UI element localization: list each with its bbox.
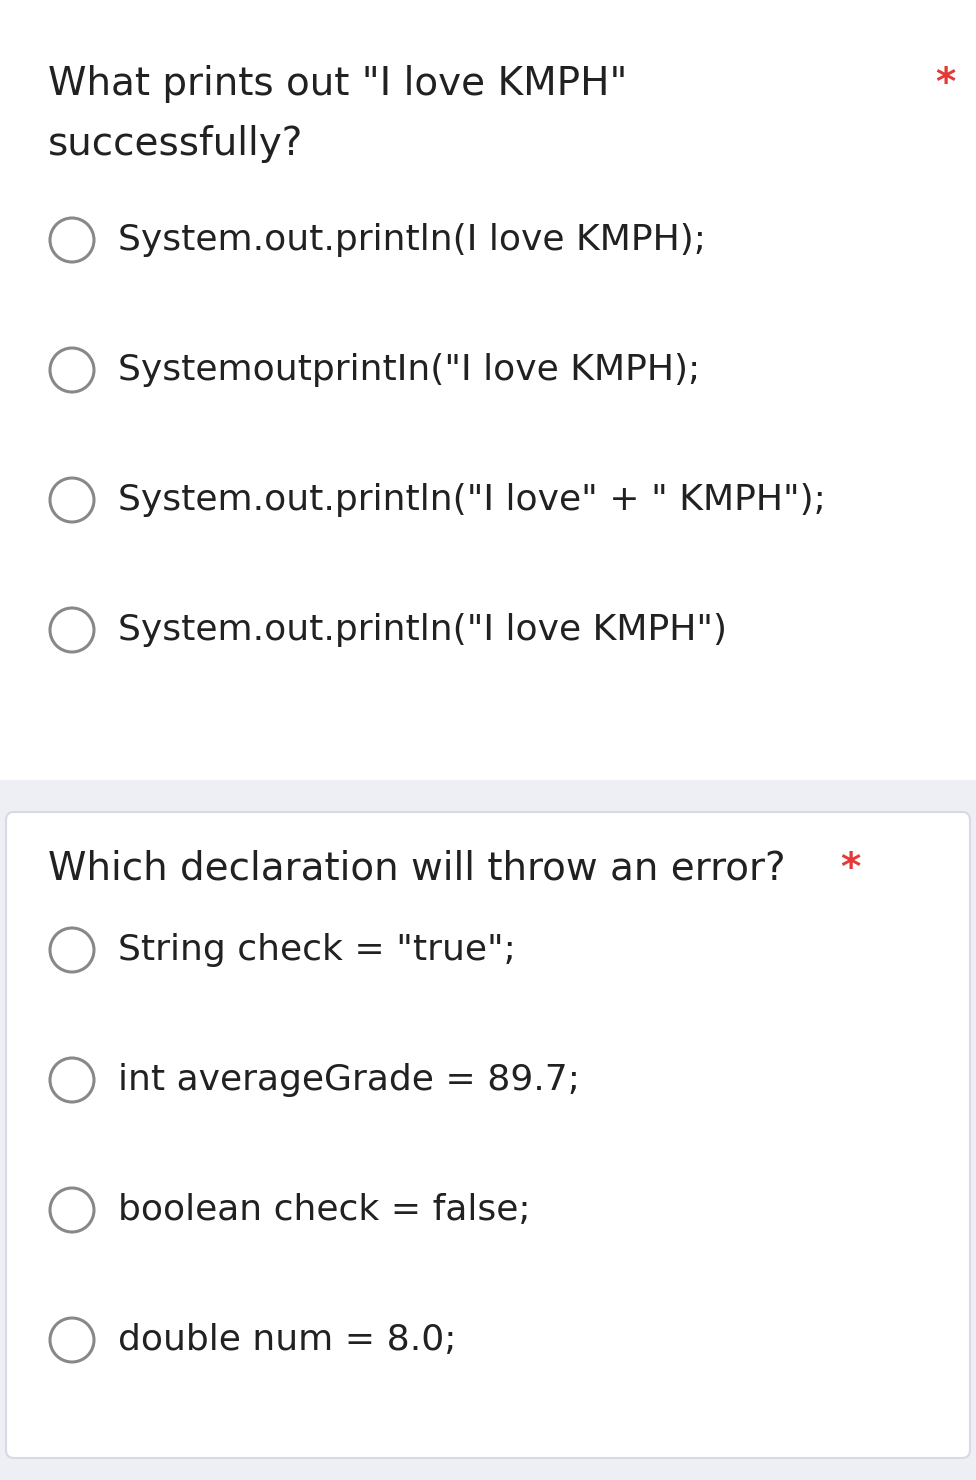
FancyBboxPatch shape (6, 813, 970, 1458)
Text: SystemoutprintIn("I love KMPH);: SystemoutprintIn("I love KMPH); (118, 354, 700, 386)
Text: System.out.println("I love" + " KMPH");: System.out.println("I love" + " KMPH"); (118, 482, 826, 517)
Text: String check = "true";: String check = "true"; (118, 932, 516, 966)
Text: successfully?: successfully? (48, 124, 304, 163)
Text: Which declaration will throw an error?: Which declaration will throw an error? (48, 850, 786, 888)
Text: What prints out "I love KMPH": What prints out "I love KMPH" (48, 65, 628, 104)
Text: *: * (840, 850, 860, 888)
Text: boolean check = false;: boolean check = false; (118, 1193, 531, 1227)
Text: System.out.println("I love KMPH"): System.out.println("I love KMPH") (118, 613, 727, 647)
Bar (0, 0, 976, 780)
Bar (0, 780, 976, 1480)
Text: *: * (935, 65, 956, 104)
Text: int averageGrade = 89.7;: int averageGrade = 89.7; (118, 1063, 580, 1097)
Text: System.out.println(I love KMPH);: System.out.println(I love KMPH); (118, 223, 706, 258)
Text: double num = 8.0;: double num = 8.0; (118, 1323, 457, 1357)
